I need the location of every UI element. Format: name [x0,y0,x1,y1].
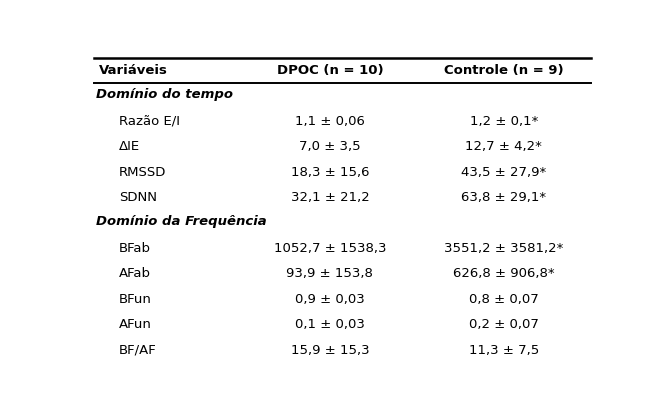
Text: 0,1 ± 0,03: 0,1 ± 0,03 [295,318,365,331]
Text: 18,3 ± 15,6: 18,3 ± 15,6 [291,166,369,179]
Text: Domínio da Frequência: Domínio da Frequência [96,215,267,228]
Text: 1,1 ± 0,06: 1,1 ± 0,06 [295,115,365,128]
Text: SDNN: SDNN [119,191,157,204]
Text: 63,8 ± 29,1*: 63,8 ± 29,1* [462,191,546,204]
Text: ΔIE: ΔIE [119,140,140,153]
Text: DPOC (n = 10): DPOC (n = 10) [277,64,383,77]
Text: Controle (n = 9): Controle (n = 9) [444,64,564,77]
Text: BFab: BFab [119,242,151,255]
Text: 12,7 ± 4,2*: 12,7 ± 4,2* [466,140,542,153]
Text: RMSSD: RMSSD [119,166,166,179]
Text: 11,3 ± 7,5: 11,3 ± 7,5 [469,344,539,357]
Text: 15,9 ± 15,3: 15,9 ± 15,3 [291,344,369,357]
Text: Domínio do tempo: Domínio do tempo [96,88,233,101]
Text: 3551,2 ± 3581,2*: 3551,2 ± 3581,2* [444,242,564,255]
Text: BFun: BFun [119,293,152,306]
Text: 7,0 ± 3,5: 7,0 ± 3,5 [299,140,361,153]
Text: 0,9 ± 0,03: 0,9 ± 0,03 [295,293,365,306]
Text: AFun: AFun [119,318,152,331]
Text: 1,2 ± 0,1*: 1,2 ± 0,1* [470,115,538,128]
Text: 93,9 ± 153,8: 93,9 ± 153,8 [287,268,373,280]
Text: 43,5 ± 27,9*: 43,5 ± 27,9* [461,166,546,179]
Text: 626,8 ± 906,8*: 626,8 ± 906,8* [453,268,554,280]
Text: Razão E/I: Razão E/I [119,115,180,128]
Text: AFab: AFab [119,268,151,280]
Text: BF/AF: BF/AF [119,344,156,357]
Text: 1052,7 ± 1538,3: 1052,7 ± 1538,3 [274,242,386,255]
Text: 0,2 ± 0,07: 0,2 ± 0,07 [469,318,539,331]
Text: 0,8 ± 0,07: 0,8 ± 0,07 [469,293,539,306]
Text: Variáveis: Variáveis [99,64,168,77]
Text: 32,1 ± 21,2: 32,1 ± 21,2 [291,191,369,204]
